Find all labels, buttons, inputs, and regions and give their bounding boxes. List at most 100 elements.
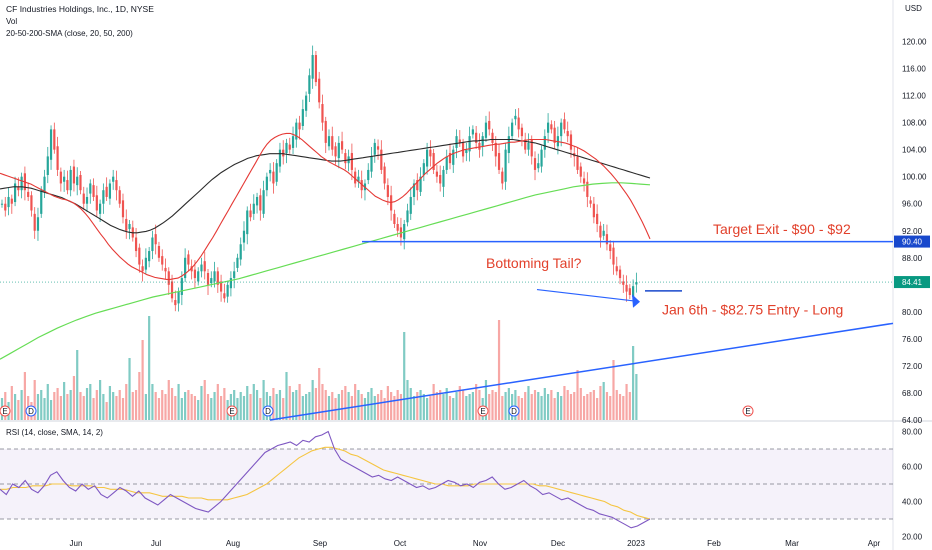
volume-bar xyxy=(154,392,157,420)
candle-body xyxy=(560,122,563,137)
volume-bar xyxy=(520,398,524,420)
volume-bar xyxy=(602,382,605,420)
event-marker-label: E xyxy=(2,407,7,416)
volume-bar xyxy=(187,390,190,420)
volume-bar xyxy=(233,390,236,420)
candle-body xyxy=(121,200,125,218)
volume-bar xyxy=(321,384,324,420)
volume-bar xyxy=(360,394,363,420)
candle-body xyxy=(625,284,628,292)
candle-body xyxy=(327,136,331,147)
volume-bar xyxy=(46,384,49,420)
candle-body xyxy=(563,119,566,130)
candle-body xyxy=(520,127,524,137)
candle-body xyxy=(546,122,550,133)
candle-body xyxy=(432,153,435,170)
volume-bar xyxy=(586,394,589,420)
volume-bar xyxy=(134,390,138,420)
candle-body xyxy=(269,169,272,174)
candle-body xyxy=(213,271,216,282)
volume-bar xyxy=(484,380,488,420)
volume-bar xyxy=(625,384,628,420)
volume-bar xyxy=(569,394,573,420)
volume-bar xyxy=(180,398,183,420)
candle-body xyxy=(242,230,246,243)
volume-bar xyxy=(494,392,497,420)
volume-bar xyxy=(324,390,327,420)
price-tick-label: 76.00 xyxy=(902,335,923,344)
candle-body xyxy=(255,196,259,206)
volume-bar xyxy=(125,384,128,420)
candle-body xyxy=(236,257,239,268)
volume-bar xyxy=(82,396,85,420)
candle-body xyxy=(262,190,265,214)
candle-body xyxy=(618,269,622,279)
volume-bar xyxy=(533,390,537,420)
volume-bar xyxy=(118,390,121,420)
candle-body xyxy=(318,78,321,103)
candle-body xyxy=(184,257,187,279)
candle-body xyxy=(148,251,151,262)
volume-bar xyxy=(89,384,92,420)
volume-bar xyxy=(409,388,412,420)
candle-body xyxy=(530,139,533,157)
candle-body xyxy=(605,234,609,245)
volume-bar xyxy=(252,384,255,420)
candle-body xyxy=(409,196,412,214)
volume-bar xyxy=(399,394,403,420)
rsi-sma-line xyxy=(0,446,651,520)
candle-body xyxy=(628,288,631,295)
volume-bar xyxy=(59,396,62,420)
volume-bar xyxy=(23,372,26,420)
candle-body xyxy=(445,156,448,170)
volume-bar xyxy=(174,396,177,420)
candle-body xyxy=(180,278,183,295)
candle-body xyxy=(63,176,66,182)
candle-body xyxy=(340,141,344,150)
event-marker-label: D xyxy=(511,407,517,416)
candle-body xyxy=(582,178,586,184)
candle-body xyxy=(592,203,595,218)
volume-label: Vol xyxy=(6,17,18,26)
volume-bar xyxy=(131,392,134,420)
candle-body xyxy=(586,181,589,197)
rsi-tick-label: 20.00 xyxy=(902,533,923,542)
candle-body xyxy=(455,136,458,148)
candle-body xyxy=(85,196,89,204)
candle-body xyxy=(602,230,605,236)
candle-body xyxy=(105,186,108,197)
volume-bar xyxy=(412,396,416,420)
candle-body xyxy=(533,158,537,170)
candle-body xyxy=(259,195,262,211)
candle-body xyxy=(569,134,573,150)
volume-bar xyxy=(380,390,383,420)
candle-body xyxy=(174,300,177,306)
candle-body xyxy=(507,136,510,154)
candle-body xyxy=(383,166,386,184)
volume-bar xyxy=(177,384,180,420)
volume-bar xyxy=(403,332,406,420)
volume-bar xyxy=(223,388,226,420)
price-tick-label: 96.00 xyxy=(902,200,923,209)
event-marker xyxy=(508,405,520,417)
volume-bar xyxy=(10,386,13,420)
volume-bar xyxy=(419,390,422,420)
volume-bar xyxy=(439,390,442,420)
time-axis-label: Sep xyxy=(313,539,328,548)
candle-body xyxy=(615,266,618,272)
rsi-tick-label: 40.00 xyxy=(902,498,923,507)
volume-bar xyxy=(524,392,527,420)
chart-title: CF Industries Holdings, Inc., 1D, NYSE xyxy=(6,4,154,14)
sma50-line xyxy=(0,138,651,234)
volume-bar xyxy=(138,372,141,420)
candle-body xyxy=(422,163,425,175)
candle-body xyxy=(380,149,383,170)
volume-bar xyxy=(592,390,595,420)
volume-bar xyxy=(20,390,23,420)
volume-bar xyxy=(203,380,206,420)
volume-bar xyxy=(576,370,579,420)
price-tag xyxy=(894,235,930,248)
volume-bar xyxy=(301,396,304,420)
candle-body xyxy=(481,136,484,147)
